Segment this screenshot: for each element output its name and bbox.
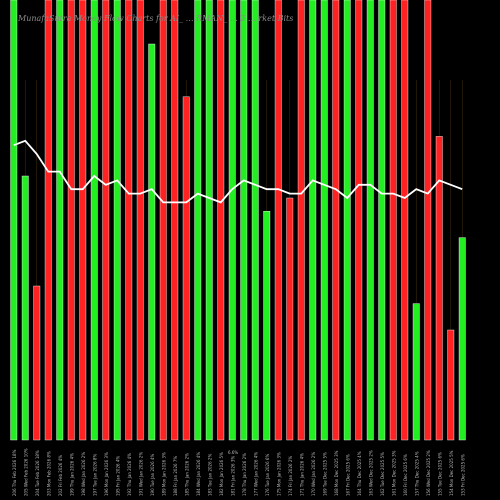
x-tick-label: 168 Mon Dec 2025 3% <box>334 450 339 496</box>
bar-163 <box>366 0 374 441</box>
bar-168 <box>332 0 340 441</box>
bar-182 <box>217 0 225 441</box>
x-tick-label: 183 Tue Jan 2026 2% <box>207 454 212 496</box>
bar-183 <box>205 0 213 441</box>
bar-190 <box>148 43 156 441</box>
x-tick-label: 176 Tue Jan 2026 6% <box>265 454 270 496</box>
x-tick-label: 206 Thu Feb 2026 18% <box>12 449 17 496</box>
x-tick-label: 178 Thu Jan 2026 2% <box>242 453 247 496</box>
x-tick-label: 199 Thu Jan 2026 4% <box>69 453 74 496</box>
bar-189 <box>159 0 167 441</box>
bar-181 <box>228 0 236 441</box>
x-tick-label: 164 Thu Dec 2025 4% <box>357 451 362 496</box>
bar-157 <box>412 303 420 441</box>
bar-161 <box>389 0 397 441</box>
x-tick-label: 198 Wed Jan 2026 2% <box>81 452 86 496</box>
bar-184 <box>194 0 202 441</box>
x-tick-label: 202 Fri Feb 2026 4% <box>58 455 63 496</box>
bar-196 <box>102 0 110 441</box>
x-tick-label: 190 Tue Jan 2026 4% <box>150 454 155 496</box>
bar-188 <box>171 0 179 441</box>
bar-198 <box>79 0 87 441</box>
x-tick-label: 170 Wed Jan 2026 2% <box>311 452 316 496</box>
bar-175 <box>274 0 282 441</box>
chart-title: MunafaSutra Money Flow Charts for AI_ … … <box>18 14 294 23</box>
bar-178 <box>240 0 248 441</box>
bar-192 <box>125 0 133 441</box>
bar-154 <box>447 329 455 441</box>
bar-153 <box>458 237 466 441</box>
bar-155 <box>435 136 443 441</box>
x-tick-label: 205 Wed Feb 2026 10% <box>23 448 28 496</box>
bar-177 <box>251 0 259 441</box>
bar-164 <box>355 0 363 441</box>
x-tick-label: 174 Fri Jan 2026 2% <box>288 456 293 496</box>
x-tick-label: 189 Mon Jan 2026 3% <box>161 452 166 496</box>
x-tick-label: 167 Fri Dec 2025 6% <box>345 454 350 496</box>
bar-197 <box>90 0 98 441</box>
x-tick-label: 196 Mon Jan 2026 3% <box>104 452 109 496</box>
bar-191 <box>136 0 144 441</box>
x-tick-label: 169 Tue Dec 2025 5% <box>322 452 327 496</box>
x-tick-label: 181 Fri Jan 2026 3% <box>230 456 235 496</box>
x-tick-label: 156 Wed Dec 2025 2% <box>426 450 431 496</box>
bar-162 <box>378 0 386 441</box>
bar-205 <box>21 175 29 441</box>
x-tick-label: 175 Mon Jan 2026 3% <box>276 452 281 496</box>
x-tick-label: 157 Thu Dec 2025 4% <box>414 451 419 496</box>
x-tick-label: 197 Tue Jan 2026 8% <box>92 454 97 496</box>
bar-171 <box>297 0 305 441</box>
x-tick-label: 154 Mon Dec 2025 5% <box>449 450 454 496</box>
bar-167 <box>343 0 351 441</box>
money-flow-line <box>13 139 463 204</box>
x-tick-label: 177 Wed Jan 2026 4% <box>253 452 258 496</box>
x-tick-label: 191 Wed Jan 2026 2% <box>138 452 143 496</box>
bar-160 <box>401 0 409 441</box>
bar-176 <box>263 210 271 441</box>
bar-185 <box>182 96 190 441</box>
x-tick-label: 155 Tue Dec 2025 6% <box>437 452 442 496</box>
bar-203 <box>44 0 52 441</box>
x-tick-label: 160 Fri Dec 2025 6% <box>403 454 408 496</box>
x-tick-label: 195 Fri Jan 2026 4% <box>115 456 120 496</box>
bar-206 <box>10 0 18 441</box>
x-tick-label: 203 Mon Feb 2026 8% <box>46 451 51 496</box>
x-tick-label: 162 Tue Dec 2025 5% <box>380 452 385 496</box>
bar-195 <box>113 0 121 441</box>
bar-174 <box>286 197 294 441</box>
x-tick-label: 163 Wed Dec 2025 2% <box>368 450 373 496</box>
x-tick-label: 204 Tue Feb 2026 18% <box>35 450 40 496</box>
x-tick-label: 161 Mon Dec 2025 3% <box>391 450 396 496</box>
x-tick-label: 188 Fri Jan 2026 7% <box>173 456 178 496</box>
annotation-label: 6.6% <box>228 450 238 455</box>
x-tick-label: 185 Thu Jan 2026 2% <box>184 453 189 496</box>
bar-156 <box>424 0 432 441</box>
x-tick-label: 182 Mon Jan 2026 5% <box>219 452 224 496</box>
x-tick-label: 192 Thu Jan 2026 4% <box>127 453 132 496</box>
bar-199 <box>67 0 75 441</box>
bar-169 <box>320 0 328 441</box>
bar-202 <box>56 0 64 441</box>
x-tick-label: 171 Thu Jan 2026 4% <box>299 453 304 496</box>
x-tick-label: 184 Wed Jan 2026 4% <box>196 452 201 496</box>
bar-170 <box>309 0 317 441</box>
x-tick-label: 153 Fri Dec 2025 6% <box>460 454 465 496</box>
bar-204 <box>33 285 41 441</box>
